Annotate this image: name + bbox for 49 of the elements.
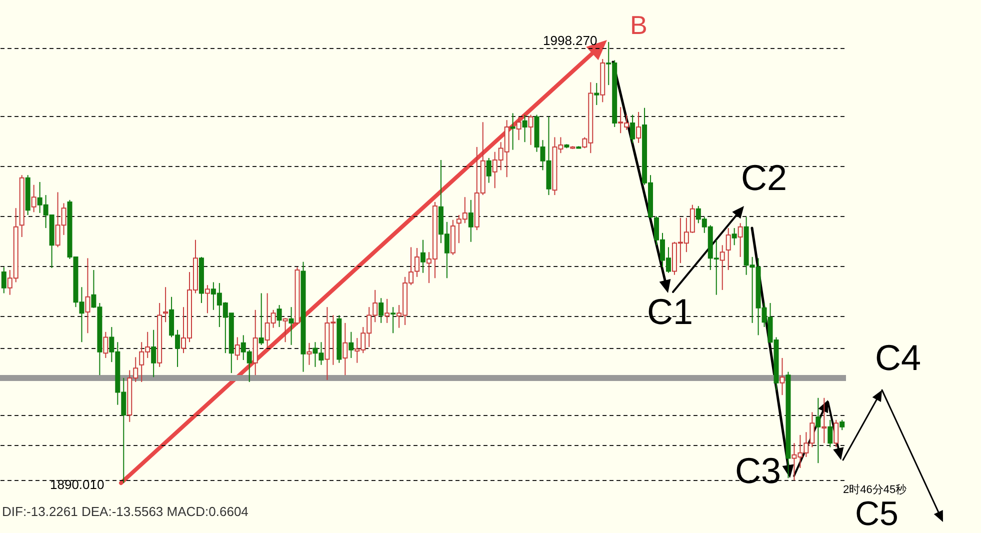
candlestick [348, 331, 354, 358]
candlestick [204, 284, 210, 314]
candlestick [822, 397, 827, 444]
candlestick [726, 228, 731, 270]
candlestick [103, 331, 108, 358]
candlestick [420, 239, 426, 274]
candlestick [31, 184, 36, 213]
annotation: C1 [647, 291, 694, 332]
candlestick [414, 248, 420, 278]
candlestick [258, 292, 264, 346]
candlestick [390, 306, 396, 334]
candlestick [1, 266, 6, 294]
candlestick [636, 111, 642, 144]
text: B [630, 10, 648, 40]
candlestick [85, 258, 90, 334]
annotation: C3 [735, 450, 782, 491]
candlestick [528, 114, 534, 146]
candlestick [384, 298, 390, 324]
candlestick [828, 419, 833, 448]
candlestick [594, 82, 600, 106]
candlestick [630, 114, 636, 144]
candlestick [342, 322, 348, 376]
annotation: 1890.010 [50, 477, 104, 492]
candlestick [288, 306, 294, 346]
candlestick [720, 244, 725, 290]
text: 2时46分45秒 [843, 484, 907, 496]
candlestick [738, 222, 743, 258]
candlestick [834, 419, 839, 448]
candlestick [378, 298, 384, 324]
candlestick [522, 114, 528, 143]
text: DIF:-13.2261 DEA:-13.5563 MACD:0.6604 [2, 504, 248, 519]
candlestick [780, 357, 785, 396]
candlestick [510, 112, 516, 150]
candlestick [468, 199, 474, 242]
candlestick [306, 342, 312, 366]
text: C5 [855, 495, 898, 533]
candlestick [840, 419, 845, 431]
candlestick [282, 318, 288, 343]
candlestick [163, 286, 168, 323]
candlestick [234, 336, 240, 361]
candlestick [732, 228, 737, 246]
candlestick [276, 304, 282, 328]
annotation: 1998.270 [543, 33, 598, 48]
candlestick [516, 116, 522, 141]
candlestick [486, 157, 492, 184]
candlestick [151, 329, 156, 378]
annotation: C2 [741, 157, 788, 198]
text: C4 [875, 337, 922, 378]
candlestick [816, 397, 821, 464]
